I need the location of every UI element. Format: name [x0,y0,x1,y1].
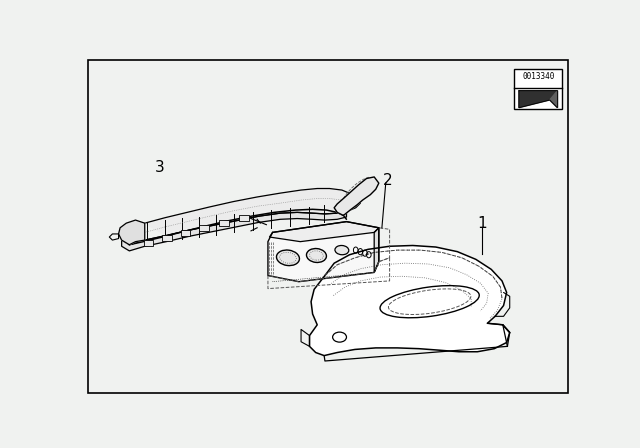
Bar [181,230,190,236]
Polygon shape [519,91,557,108]
Polygon shape [122,211,346,251]
Polygon shape [269,222,379,241]
Bar [239,215,249,221]
Bar [220,220,228,226]
Text: 2: 2 [383,173,393,188]
Text: 1: 1 [477,215,487,231]
Ellipse shape [307,249,326,263]
Polygon shape [310,246,509,356]
Polygon shape [334,177,379,215]
Text: 0013340: 0013340 [522,73,554,82]
Polygon shape [268,222,379,282]
Bar [144,240,153,246]
Polygon shape [374,228,379,272]
Bar [515,69,562,109]
Bar [163,235,172,241]
Text: 3: 3 [156,160,165,175]
Polygon shape [145,189,360,236]
Bar [200,225,209,231]
Polygon shape [550,91,557,108]
Ellipse shape [276,250,300,266]
Ellipse shape [335,246,349,255]
Polygon shape [118,220,145,245]
